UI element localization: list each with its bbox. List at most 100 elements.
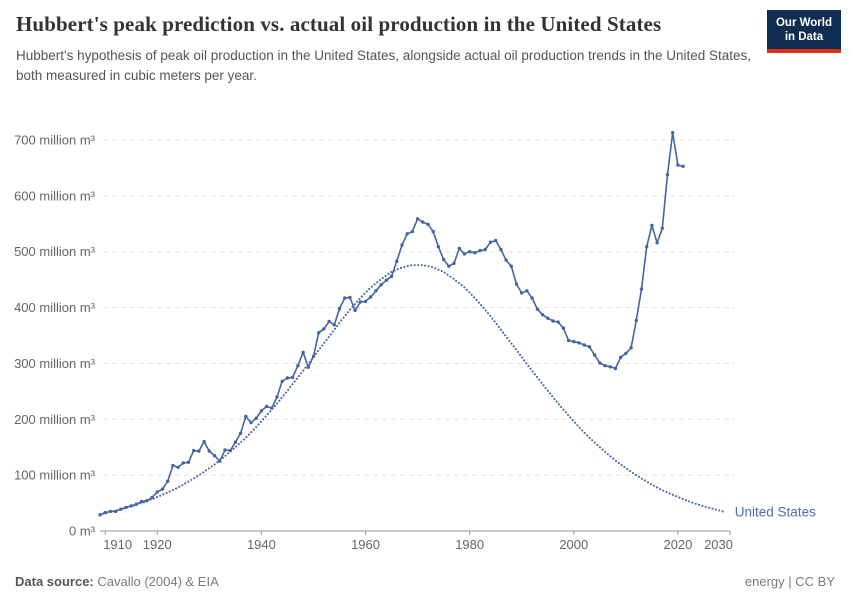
data-source: Data source: Cavallo (2004) & EIA	[15, 574, 219, 589]
owid-logo-line1: Our World	[775, 17, 832, 29]
data-point-marker	[462, 252, 467, 256]
y-tick-label: 400 million m³	[14, 300, 96, 315]
owid-logo-line2: in Data	[784, 30, 824, 43]
x-tick-label: 1940	[247, 537, 276, 552]
data-point-marker	[468, 250, 472, 254]
data-point-marker	[264, 404, 269, 409]
data-point-marker	[494, 238, 498, 243]
data-point-marker	[488, 240, 493, 244]
data-point-marker	[384, 278, 389, 282]
data-point-marker	[452, 261, 456, 266]
data-point-marker	[660, 226, 664, 230]
data-point-marker	[598, 361, 602, 365]
x-tick-label: 1920	[143, 537, 172, 552]
data-point-marker	[337, 307, 342, 311]
data-point-marker	[639, 287, 644, 291]
data-point-marker	[358, 300, 362, 304]
data-point-marker	[301, 350, 305, 354]
data-point-marker	[395, 259, 399, 263]
data-point-marker	[624, 351, 628, 356]
data-point-marker	[671, 131, 675, 135]
series-label: United States	[735, 505, 816, 520]
data-point-marker	[369, 295, 373, 299]
data-point-marker	[561, 326, 566, 330]
x-tick-label: 1910	[103, 537, 132, 552]
data-point-marker	[520, 291, 524, 295]
data-point-marker	[514, 282, 519, 286]
y-tick-label: 0 m³	[69, 524, 96, 539]
data-point-marker	[421, 220, 425, 224]
data-point-marker	[499, 247, 503, 252]
data-point-marker	[317, 331, 321, 335]
data-point-marker	[290, 375, 295, 380]
data-point-marker	[478, 248, 482, 253]
data-point-marker	[171, 463, 175, 468]
data-point-marker	[192, 448, 196, 453]
data-point-marker	[181, 461, 185, 465]
data-point-marker	[447, 264, 451, 268]
data-point-marker	[405, 232, 409, 236]
data-point-marker	[457, 246, 461, 251]
data-point-marker	[353, 308, 357, 313]
data-point-marker	[379, 283, 383, 287]
y-tick-label: 100 million m³	[14, 468, 96, 483]
data-point-marker	[629, 346, 633, 350]
data-point-marker	[431, 229, 435, 234]
x-tick-label: 1980	[455, 537, 484, 552]
y-tick-label: 500 million m³	[14, 244, 96, 259]
data-point-marker	[374, 289, 378, 293]
actual-production-line	[99, 131, 684, 516]
data-point-marker	[322, 327, 326, 331]
data-point-marker	[233, 440, 238, 444]
x-tick-label: 2020	[663, 537, 692, 552]
chart-footer: Data source: Cavallo (2004) & EIA energy…	[0, 574, 850, 600]
data-source-value: Cavallo (2004) & EIA	[93, 574, 219, 589]
hubbert-prediction-curve	[99, 264, 726, 516]
data-point-marker	[582, 343, 586, 347]
data-point-marker	[613, 366, 618, 371]
data-point-marker	[415, 217, 420, 221]
data-point-marker	[535, 307, 540, 311]
data-point-marker	[254, 416, 258, 420]
data-point-marker	[441, 257, 446, 262]
data-point-marker	[332, 323, 336, 327]
owid-logo[interactable]: Our World in Data	[766, 10, 841, 54]
x-tick-label: 2030	[704, 537, 733, 552]
data-point-marker	[155, 490, 159, 494]
data-point-marker	[530, 296, 534, 300]
chart-subtitle: Hubbert's hypothesis of peak oil product…	[16, 47, 752, 83]
data-point-marker	[566, 338, 571, 343]
data-point-marker	[587, 345, 592, 349]
data-point-marker	[348, 295, 352, 300]
data-point-marker	[202, 439, 206, 444]
data-point-marker	[619, 355, 623, 359]
data-point-marker	[238, 431, 243, 435]
data-point-marker	[525, 289, 529, 293]
y-tick-label: 300 million m³	[14, 356, 96, 371]
data-point-marker	[546, 316, 550, 320]
data-point-marker	[186, 460, 191, 464]
data-point-marker	[540, 313, 545, 317]
data-point-marker	[509, 264, 513, 268]
data-point-marker	[280, 379, 284, 383]
data-point-marker	[212, 453, 217, 458]
data-point-marker	[634, 318, 638, 323]
data-point-marker	[259, 409, 264, 413]
data-point-marker	[296, 364, 300, 368]
data-point-marker	[426, 222, 430, 226]
data-point-marker	[410, 229, 415, 234]
data-point-marker	[197, 449, 201, 453]
data-point-marker	[473, 251, 477, 255]
data-point-marker	[400, 243, 404, 247]
data-point-marker	[436, 245, 441, 249]
data-point-marker	[140, 499, 144, 504]
data-point-marker	[608, 365, 612, 369]
data-point-marker	[223, 448, 227, 452]
y-tick-label: 700 million m³	[14, 133, 96, 148]
data-point-marker	[577, 341, 581, 345]
license-link[interactable]: energy | CC BY	[744, 574, 835, 589]
y-tick-label: 600 million m³	[14, 188, 96, 203]
data-point-marker	[592, 353, 597, 357]
